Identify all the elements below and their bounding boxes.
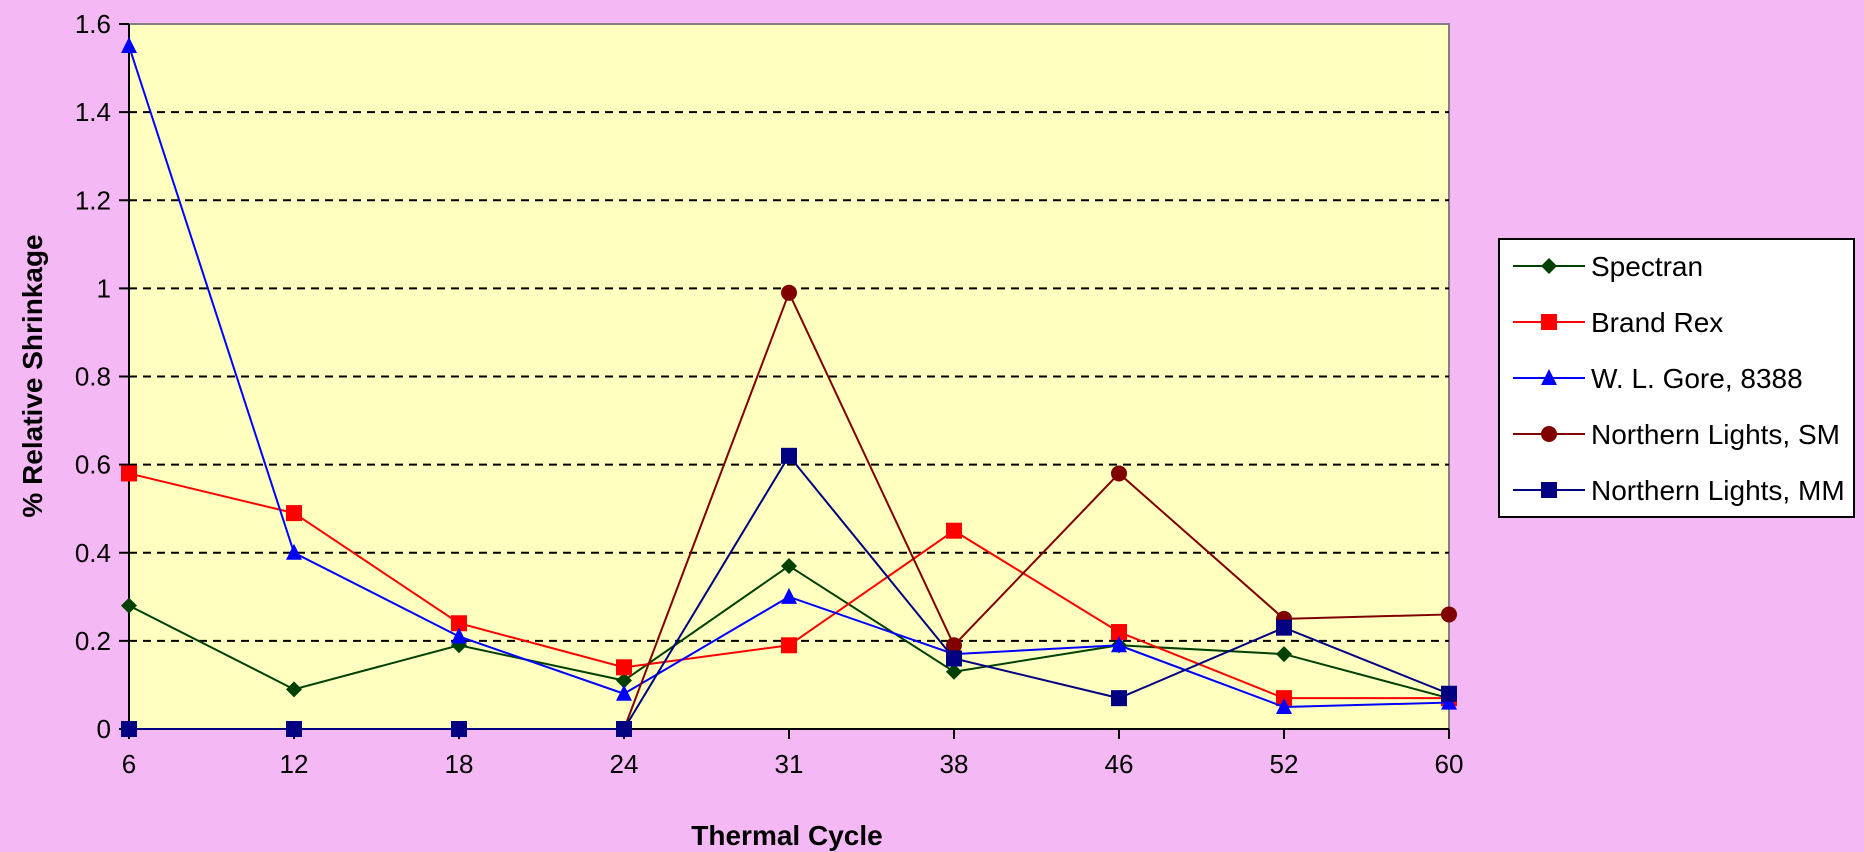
x-tick-label: 18 (445, 749, 474, 779)
data-point (781, 284, 797, 301)
data-point (1441, 606, 1457, 623)
data-point (286, 681, 302, 698)
legend-marker (1541, 314, 1557, 330)
data-point (1441, 685, 1457, 702)
series-lines (121, 37, 1457, 737)
x-tick-label: 12 (280, 749, 309, 779)
data-point (616, 721, 632, 737)
data-point (946, 522, 962, 539)
y-tick-label: 0.8 (75, 362, 111, 392)
legend-marker (1541, 369, 1557, 385)
data-point (121, 465, 137, 482)
x-tick-label: 38 (940, 749, 969, 779)
data-point (616, 684, 632, 701)
legend-label: Spectran (1591, 251, 1703, 282)
x-tick-label: 31 (775, 749, 804, 779)
x-axis-title: Thermal Cycle (691, 820, 882, 851)
data-point (616, 672, 632, 689)
data-point (1111, 636, 1127, 653)
data-point (781, 447, 797, 464)
data-point (616, 659, 632, 676)
data-point (1111, 690, 1127, 707)
data-point (946, 650, 962, 667)
x-tick-label: 24 (610, 749, 639, 779)
y-axis-title: % Relative Shrinkage (17, 234, 48, 517)
legend-label: Northern Lights, MM (1591, 475, 1845, 506)
data-point (121, 597, 137, 614)
data-point (286, 543, 302, 560)
data-point (1111, 465, 1127, 482)
y-tick-label: 0.4 (75, 538, 111, 568)
data-point (286, 505, 302, 522)
legend-marker (1541, 426, 1557, 442)
y-tick-label: 1.4 (75, 97, 111, 127)
data-point (121, 721, 137, 737)
data-point (1276, 697, 1292, 714)
legend-label: Brand Rex (1591, 307, 1723, 338)
data-point (781, 637, 797, 654)
y-tick-label: 1.2 (75, 185, 111, 215)
y-tick-label: 0.6 (75, 450, 111, 480)
data-point (1111, 624, 1127, 641)
x-tick-label: 60 (1435, 749, 1464, 779)
data-point (451, 721, 467, 737)
data-point (781, 557, 797, 574)
legend: Spectran Brand Rex W. L. Gore, 8388 Norther… (1498, 238, 1855, 518)
legend-label: W. L. Gore, 8388 (1591, 363, 1803, 394)
x-tick-label: 46 (1105, 749, 1134, 779)
data-point (451, 615, 467, 632)
legend-label: Northern Lights, SM (1591, 419, 1840, 450)
data-point (946, 637, 962, 654)
data-point (451, 627, 467, 644)
data-point (946, 663, 962, 680)
x-tick-label: 6 (122, 749, 136, 779)
x-tick-label: 52 (1270, 749, 1299, 779)
y-tick-label: 1.6 (75, 9, 111, 39)
data-point (1276, 619, 1292, 636)
legend-marker (1541, 258, 1557, 274)
y-tick-label: 0.2 (75, 626, 111, 656)
data-point (781, 587, 797, 604)
legend-marker (1541, 482, 1557, 498)
y-tick-label: 1 (97, 273, 111, 303)
data-point (1276, 646, 1292, 663)
y-tick-label: 0 (97, 714, 111, 744)
data-point (286, 721, 302, 737)
data-point (121, 37, 137, 54)
